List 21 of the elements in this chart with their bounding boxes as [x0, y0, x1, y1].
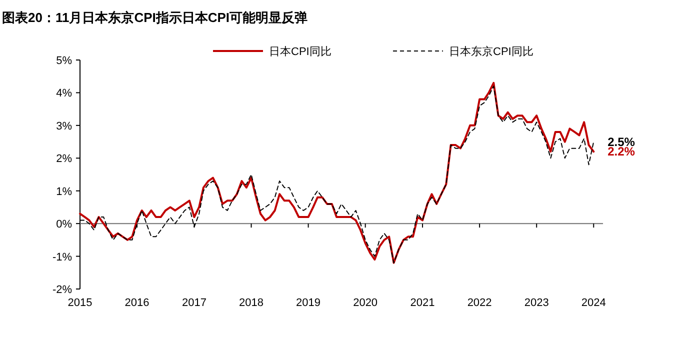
y-tick-label: -2% — [52, 284, 72, 296]
x-tick-label: 2016 — [124, 297, 150, 309]
x-tick-label: 2018 — [239, 297, 264, 309]
x-tick-label: 2024 — [581, 297, 606, 309]
y-tick-label: 0% — [56, 218, 72, 231]
x-tick-label: 2022 — [467, 297, 492, 309]
x-tick-label: 2019 — [296, 297, 321, 309]
chart-title: 图表20：11月日本东京CPI指示日本CPI可能明显反弹 — [2, 10, 308, 25]
y-tick-label: 5% — [56, 55, 72, 67]
legend-label: 日本CPI同比 — [269, 45, 332, 58]
x-tick-label: 2020 — [353, 297, 378, 309]
x-tick-label: 2021 — [410, 297, 435, 309]
x-tick-label: 2015 — [68, 297, 92, 309]
y-tick-label: -1% — [52, 251, 72, 264]
x-tick-label: 2023 — [524, 297, 549, 309]
x-tick-label: 2017 — [182, 297, 206, 309]
legend-label: 日本东京CPI同比 — [449, 45, 534, 58]
y-tick-label: 4% — [56, 88, 72, 100]
y-tick-label: 2% — [56, 153, 72, 166]
y-tick-label: 3% — [56, 120, 72, 132]
y-tick-label: 1% — [56, 186, 72, 198]
